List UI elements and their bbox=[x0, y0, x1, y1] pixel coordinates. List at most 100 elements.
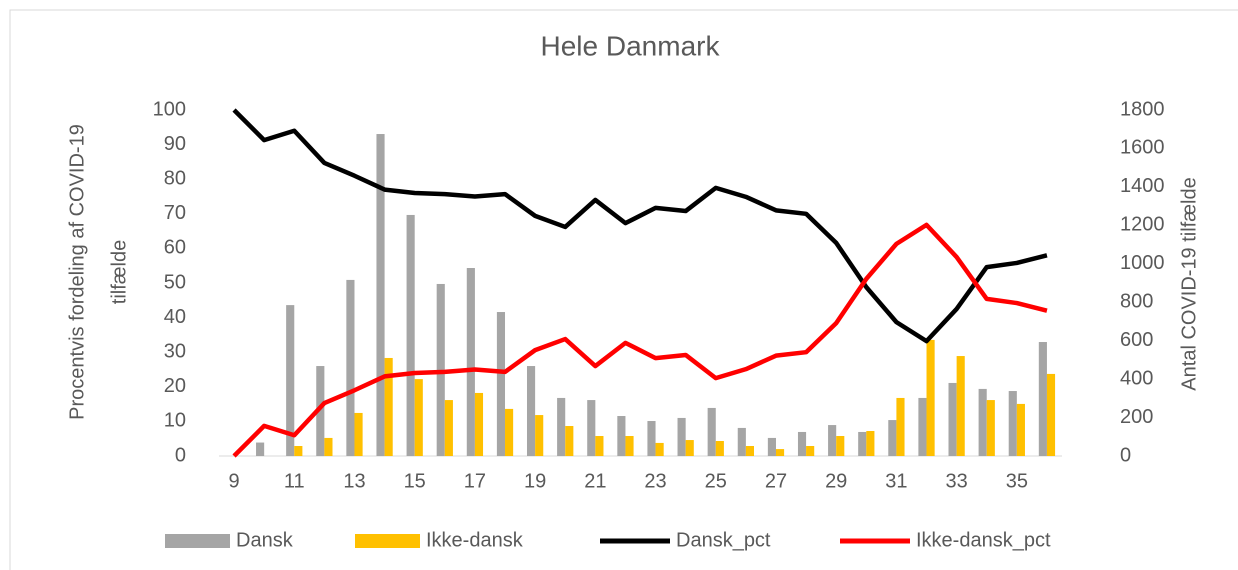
bar bbox=[828, 425, 837, 456]
bar bbox=[1008, 391, 1017, 456]
bar bbox=[655, 442, 664, 456]
bar bbox=[948, 382, 957, 456]
y-tick-label: 10 bbox=[164, 410, 186, 432]
bar bbox=[978, 388, 987, 456]
bar bbox=[797, 431, 807, 456]
bar bbox=[1046, 373, 1056, 456]
y2-tick-label: 1000 bbox=[1120, 252, 1165, 274]
bar bbox=[986, 400, 995, 456]
x-tick-label: 21 bbox=[584, 470, 606, 492]
x-tick-label: 23 bbox=[644, 470, 666, 492]
y2-tick-label: 200 bbox=[1120, 406, 1153, 428]
chart-title: Hele Danmark bbox=[541, 30, 721, 61]
y-tick-label: 50 bbox=[164, 271, 186, 293]
x-tick-label: 29 bbox=[825, 470, 847, 492]
bar bbox=[866, 431, 875, 456]
y-axis-label: Procentvis fordeling af COVID-19 bbox=[66, 124, 88, 420]
bar bbox=[888, 420, 897, 456]
bar bbox=[587, 400, 596, 456]
x-tick-label: 9 bbox=[228, 470, 239, 492]
y2-tick-label: 800 bbox=[1120, 291, 1153, 313]
x-tick-label: 17 bbox=[464, 470, 486, 492]
bar bbox=[1016, 403, 1025, 456]
y-axis-label: tilfælde bbox=[108, 240, 130, 304]
bar bbox=[557, 397, 566, 456]
bar bbox=[956, 356, 965, 456]
line bbox=[232, 222, 1048, 458]
bar bbox=[565, 426, 574, 456]
bar bbox=[324, 437, 333, 456]
y-tick-label: 90 bbox=[164, 133, 186, 155]
y2-tick-label: 400 bbox=[1120, 367, 1153, 389]
bar bbox=[715, 441, 724, 456]
bar bbox=[617, 416, 626, 456]
legend-label: Dansk bbox=[236, 529, 294, 551]
y-tick-label: 100 bbox=[153, 98, 186, 120]
bar bbox=[745, 446, 755, 456]
y-tick-label: 80 bbox=[164, 167, 186, 189]
bar bbox=[677, 417, 686, 456]
x-tick-label: 35 bbox=[1006, 470, 1028, 492]
bar bbox=[384, 357, 393, 456]
x-tick-label: 11 bbox=[284, 470, 305, 492]
bar bbox=[918, 397, 927, 456]
bar bbox=[286, 305, 295, 456]
y-tick-label: 70 bbox=[164, 202, 186, 224]
y2-axis-label: Antal COVID-19 tilfælde bbox=[1178, 177, 1200, 390]
x-tick-label: 13 bbox=[343, 470, 365, 492]
y-tick-label: 60 bbox=[164, 237, 186, 259]
legend-label: Ikke-dansk_pct bbox=[916, 529, 1051, 551]
bar bbox=[256, 442, 265, 456]
bar bbox=[625, 436, 634, 456]
bar bbox=[737, 427, 746, 456]
x-tick-label: 27 bbox=[765, 470, 787, 492]
bar bbox=[354, 412, 363, 456]
y-tick-label: 0 bbox=[175, 444, 186, 466]
bar bbox=[294, 446, 303, 456]
legend-label: Ikke-dansk bbox=[426, 529, 524, 551]
bar bbox=[767, 437, 776, 456]
legend-swatch bbox=[355, 534, 420, 548]
bar bbox=[858, 431, 867, 456]
chart-frame bbox=[9, 9, 1238, 570]
legend-label: Dansk_pct bbox=[676, 529, 771, 551]
y2-tick-label: 600 bbox=[1120, 329, 1153, 351]
bar bbox=[595, 436, 604, 456]
bar bbox=[496, 312, 506, 456]
line bbox=[232, 108, 1048, 344]
x-tick-label: 25 bbox=[705, 470, 727, 492]
y2-tick-label: 1200 bbox=[1120, 214, 1165, 236]
bar bbox=[836, 436, 845, 456]
bar bbox=[775, 449, 785, 456]
x-tick-label: 15 bbox=[404, 470, 426, 492]
x-tick-label: 33 bbox=[946, 470, 968, 492]
bar bbox=[707, 407, 716, 456]
bar bbox=[376, 134, 385, 456]
bar bbox=[406, 214, 415, 456]
legend-swatch bbox=[165, 534, 230, 548]
bar bbox=[685, 440, 694, 456]
bar bbox=[414, 379, 423, 456]
x-tick-label: 19 bbox=[524, 470, 546, 492]
bar bbox=[535, 415, 544, 456]
bar bbox=[1038, 342, 1047, 456]
y2-tick-label: 0 bbox=[1120, 444, 1131, 466]
y2-tick-label: 1600 bbox=[1120, 137, 1165, 159]
y-tick-label: 20 bbox=[164, 375, 186, 397]
y2-tick-label: 1800 bbox=[1120, 98, 1165, 120]
x-tick-label: 31 bbox=[885, 470, 907, 492]
bar bbox=[466, 268, 475, 456]
bar bbox=[444, 400, 453, 456]
bar bbox=[474, 392, 484, 456]
y2-tick-label: 1400 bbox=[1120, 175, 1165, 197]
bar bbox=[505, 408, 514, 456]
y-tick-label: 30 bbox=[164, 340, 186, 362]
bar bbox=[316, 366, 325, 456]
bar bbox=[896, 397, 905, 456]
bar bbox=[526, 366, 536, 456]
bar bbox=[926, 339, 935, 456]
bar bbox=[806, 446, 815, 456]
bar bbox=[647, 421, 656, 456]
bar bbox=[346, 279, 355, 456]
